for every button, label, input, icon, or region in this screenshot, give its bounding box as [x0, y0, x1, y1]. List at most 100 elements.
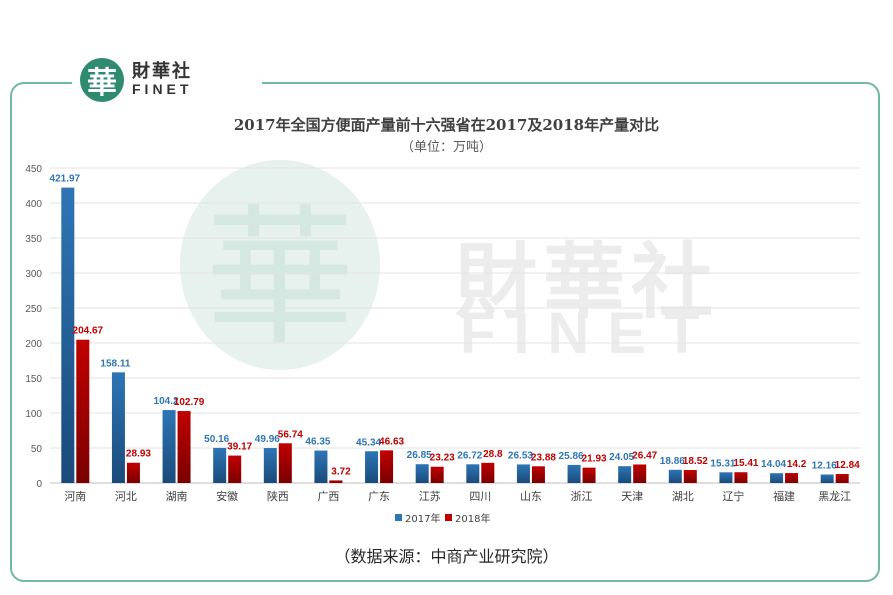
data-label-2017: 25.86 — [559, 451, 584, 462]
bar-2018 — [329, 480, 343, 483]
bar-2017 — [618, 466, 632, 483]
chart-frame — [10, 82, 880, 582]
bar-2017 — [719, 472, 733, 483]
legend-swatch-2017 — [395, 514, 402, 521]
brand-logo: 華 財華社 FINET — [72, 52, 262, 108]
y-tick-label: 250 — [25, 304, 42, 315]
data-label-2017: 26.53 — [508, 450, 533, 461]
bar-2018 — [481, 462, 495, 483]
bar-2018 — [228, 455, 242, 483]
bar-2017 — [111, 372, 125, 483]
data-label-2018: 28.93 — [126, 449, 151, 460]
data-label-2017: 46.35 — [305, 437, 330, 448]
bar-2017 — [314, 450, 328, 483]
bar-2017 — [668, 469, 682, 483]
brand-name-en: FINET — [132, 81, 193, 98]
legend-swatch-2018 — [445, 514, 452, 521]
x-tick-label: 山东 — [520, 490, 542, 503]
data-label-2018: 14.2 — [787, 459, 807, 470]
source-note: （数据来源：中商产业研究院） — [334, 547, 559, 566]
bar-2017 — [213, 447, 227, 483]
bar-2017 — [263, 448, 277, 483]
x-tick-label: 辽宁 — [722, 489, 744, 503]
y-tick-label: 450 — [25, 164, 42, 175]
bar-2017 — [516, 464, 530, 483]
data-label-2018: 102.79 — [174, 397, 205, 408]
data-label-2017: 104.2 — [154, 396, 179, 407]
y-tick-label: 100 — [25, 409, 42, 420]
data-label-2018: 18.52 — [683, 456, 708, 467]
bar-2018 — [582, 467, 596, 483]
data-label-2017: 45.34 — [356, 437, 381, 448]
bar-2018 — [531, 466, 545, 483]
y-tick-label: 300 — [25, 269, 42, 280]
x-tick-label: 浙江 — [571, 490, 593, 503]
y-tick-label: 350 — [25, 234, 42, 245]
data-label-2017: 49.96 — [255, 434, 280, 445]
brand-logo-text: 財華社 FINET — [132, 62, 192, 97]
bar-2017 — [415, 464, 429, 483]
data-label-2018: 15.41 — [733, 458, 758, 469]
x-tick-label: 福建 — [773, 489, 795, 503]
brand-name-cn: 財華社 — [132, 61, 192, 83]
bar-2018 — [177, 411, 191, 483]
data-label-2018: 23.88 — [531, 452, 556, 463]
data-label-2018: 3.72 — [331, 466, 351, 477]
bar-2018 — [633, 464, 647, 483]
x-tick-label: 广东 — [368, 490, 390, 503]
x-tick-label: 黑龙江 — [818, 490, 851, 503]
chart-subtitle: （单位：万吨） — [400, 140, 492, 155]
bar-2018 — [430, 466, 444, 483]
y-tick-label: 0 — [36, 479, 42, 490]
x-tick-label: 湖北 — [672, 490, 694, 503]
x-tick-label: 四川 — [469, 490, 491, 503]
data-label-2018: 26.47 — [632, 450, 657, 461]
brand-logo-icon: 華 — [80, 58, 124, 102]
bar-2018 — [785, 473, 799, 483]
y-tick-label: 50 — [31, 444, 43, 455]
y-tick-label: 400 — [25, 199, 42, 210]
data-label-2018: 28.8 — [483, 449, 503, 460]
x-tick-label: 河南 — [64, 490, 86, 503]
bar-2017 — [466, 464, 480, 483]
x-tick-label: 河北 — [115, 490, 137, 503]
data-label-2018: 23.23 — [430, 453, 455, 464]
legend-label-2018: 2018年 — [455, 512, 490, 525]
data-label-2018: 46.63 — [379, 436, 404, 447]
data-label-2017: 158.11 — [100, 358, 130, 369]
x-tick-label: 湖南 — [166, 490, 188, 503]
data-label-2017: 50.16 — [204, 434, 229, 445]
chart-title: 2017年全国方便面产量前十六强省在2017及2018年产量对比 — [233, 116, 660, 134]
x-tick-label: 广西 — [317, 490, 339, 503]
bar-2018 — [683, 470, 697, 483]
bar-2017 — [61, 187, 75, 483]
bar-2018 — [278, 443, 292, 483]
data-label-2018: 12.84 — [835, 460, 860, 471]
data-label-2017: 14.04 — [761, 459, 786, 470]
data-label-2017: 24.05 — [609, 452, 634, 463]
bar-2017 — [567, 464, 581, 483]
bar-2018 — [734, 472, 748, 483]
data-label-2017: 421.97 — [50, 174, 81, 185]
bar-2017 — [770, 473, 784, 483]
y-tick-label: 150 — [25, 374, 42, 385]
data-label-2017: 15.31 — [710, 458, 735, 469]
data-label-2018: 39.17 — [227, 442, 252, 453]
data-label-2017: 18.86 — [660, 456, 685, 467]
x-tick-label: 安徽 — [216, 489, 238, 503]
bar-2018 — [76, 339, 90, 483]
data-label-2017: 26.85 — [407, 450, 432, 461]
x-tick-label: 江苏 — [419, 490, 441, 503]
y-tick-label: 200 — [25, 339, 42, 350]
bar-2017 — [162, 410, 176, 483]
data-label-2017: 26.72 — [457, 450, 482, 461]
bar-2018 — [835, 474, 849, 483]
data-label-2018: 204.67 — [73, 326, 104, 337]
data-label-2018: 21.93 — [582, 454, 607, 465]
data-label-2018: 56.74 — [278, 429, 303, 440]
x-tick-label: 陕西 — [267, 489, 289, 503]
bar-2018 — [380, 450, 394, 483]
data-label-2017: 12.16 — [812, 460, 837, 471]
bar-2018 — [126, 462, 140, 483]
